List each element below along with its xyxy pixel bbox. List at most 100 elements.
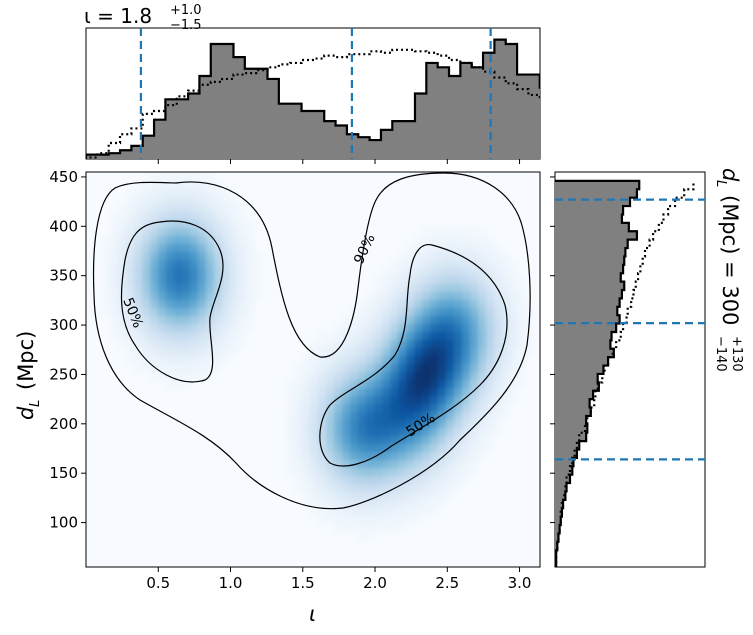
heatmap-cell <box>414 412 423 421</box>
heatmap-cell <box>310 460 319 469</box>
y-axis-ticks: 100 150 200 250 300 350 400 450 <box>49 168 86 532</box>
heatmap-cell <box>414 500 423 509</box>
heatmap-cell <box>222 308 231 317</box>
heatmap-cell <box>486 292 495 301</box>
heatmap-cell <box>382 308 391 317</box>
heatmap-cell <box>462 412 471 421</box>
heatmap-cell <box>406 452 415 461</box>
heatmap-cell <box>310 340 319 349</box>
heatmap-cell <box>334 508 343 517</box>
heatmap-cell <box>310 444 319 453</box>
heatmap-cell <box>526 324 535 333</box>
heatmap-cell <box>518 292 527 301</box>
heatmap-cell <box>102 252 111 261</box>
heatmap-cell <box>526 332 535 341</box>
heatmap-cell <box>342 396 351 405</box>
heatmap-cell <box>470 396 479 405</box>
heatmap-cell <box>166 268 175 277</box>
heatmap-cell <box>326 492 335 501</box>
heatmap-cell <box>174 372 183 381</box>
heatmap-cell <box>430 364 439 373</box>
heatmap-cell <box>286 380 295 389</box>
heatmap-cell <box>350 524 359 533</box>
heatmap-cell <box>318 452 327 461</box>
heatmap-cell <box>470 436 479 445</box>
heatmap-cell <box>438 500 447 509</box>
heatmap-cell <box>174 204 183 213</box>
heatmap-cell <box>470 332 479 341</box>
heatmap-cell <box>182 268 191 277</box>
heatmap-cell <box>454 236 463 245</box>
x-tick-label: 0.5 <box>146 574 170 592</box>
heatmap-cell <box>454 476 463 485</box>
heatmap-cell <box>374 524 383 533</box>
heatmap-cell <box>246 276 255 285</box>
heatmap-cell <box>150 180 159 189</box>
heatmap-cell <box>158 188 167 197</box>
heatmap-cell <box>374 332 383 341</box>
heatmap-cell <box>478 396 487 405</box>
heatmap-cell <box>166 228 175 237</box>
heatmap-cell <box>334 348 343 357</box>
heatmap-cell <box>494 372 503 381</box>
heatmap-cell <box>406 284 415 293</box>
heatmap-cell <box>438 420 447 429</box>
heatmap-cell <box>286 444 295 453</box>
heatmap-cell <box>454 340 463 349</box>
heatmap-cell <box>158 332 167 341</box>
heatmap-cell <box>374 436 383 445</box>
heatmap-cell <box>374 476 383 485</box>
heatmap-cell <box>390 428 399 437</box>
heatmap-cell <box>246 268 255 277</box>
heatmap-cell <box>406 460 415 469</box>
heatmap-cell <box>398 388 407 397</box>
heatmap-cell <box>342 476 351 485</box>
heatmap-cell <box>254 292 263 301</box>
heatmap-cell <box>422 260 431 269</box>
heatmap-cell <box>406 404 415 413</box>
heatmap-cell <box>406 252 415 261</box>
heatmap-cell <box>334 412 343 421</box>
heatmap-cell <box>486 420 495 429</box>
heatmap-cell <box>302 388 311 397</box>
heatmap-cell <box>366 436 375 445</box>
heatmap-cell <box>422 468 431 477</box>
heatmap-cell <box>470 428 479 437</box>
heatmap-cell <box>198 180 207 189</box>
heatmap-cell <box>438 324 447 333</box>
heatmap-cell <box>174 300 183 309</box>
heatmap-cell <box>438 468 447 477</box>
heatmap-cell <box>198 308 207 317</box>
x-axis-ticks: 0.5 1.0 1.5 2.0 2.5 3.0 <box>146 567 531 592</box>
heatmap-cell <box>494 364 503 373</box>
heatmap-cell <box>478 348 487 357</box>
heatmap-cell <box>158 196 167 205</box>
heatmap-cell <box>294 468 303 477</box>
heatmap-cell <box>462 236 471 245</box>
heatmap-cell <box>366 524 375 533</box>
heatmap-cell <box>118 236 127 245</box>
heatmap-cell <box>294 436 303 445</box>
heatmap-cell <box>126 340 135 349</box>
heatmap-cell <box>414 372 423 381</box>
heatmap-cell <box>422 404 431 413</box>
heatmap-cell <box>182 172 191 181</box>
heatmap-cell <box>374 364 383 373</box>
heatmap-cell <box>214 356 223 365</box>
heatmap-cell <box>230 308 239 317</box>
heatmap-cell <box>182 380 191 389</box>
heatmap-cell <box>166 300 175 309</box>
heatmap-cell <box>230 260 239 269</box>
heatmap-cell <box>310 492 319 501</box>
heatmap-cell <box>430 260 439 269</box>
heatmap-cell <box>142 196 151 205</box>
heatmap-cell <box>374 420 383 429</box>
heatmap-cell <box>382 380 391 389</box>
heatmap-cell <box>430 236 439 245</box>
heatmap-cell <box>430 508 439 517</box>
right-label-sup: +130 <box>729 336 744 372</box>
heatmap-cell <box>166 220 175 229</box>
heatmap-cell <box>174 276 183 285</box>
heatmap-cell <box>462 460 471 469</box>
heatmap-cell <box>414 444 423 453</box>
